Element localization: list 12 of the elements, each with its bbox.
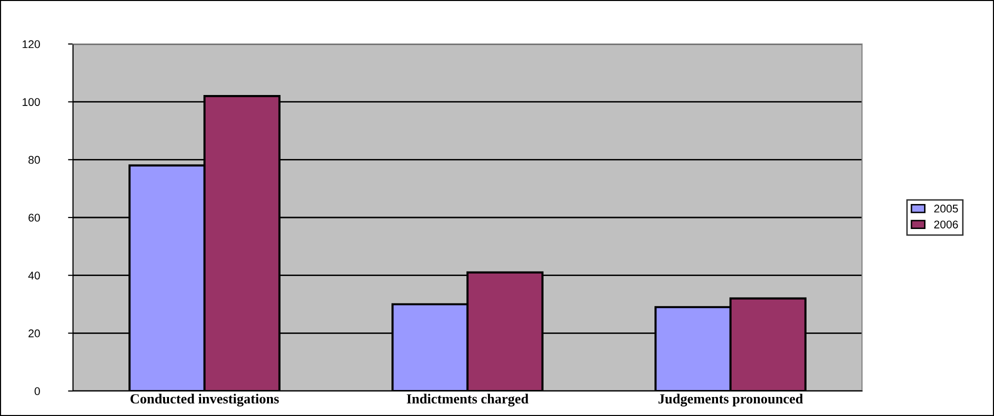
y-tick-label: 0 [34, 387, 40, 396]
y-tick-label: 80 [28, 156, 40, 164]
x-tick-label: Conducted investigations [130, 394, 279, 406]
x-tick-label: Judgements pronounced [658, 394, 803, 406]
legend-label: 2006 [934, 220, 958, 228]
y-tick-label: 120 [22, 40, 40, 48]
y-tick-label: 60 [28, 214, 40, 222]
y-tick-label: 100 [22, 98, 40, 106]
y-tick-label: 40 [28, 272, 40, 280]
x-tick-label: Indictments charged [406, 394, 528, 406]
y-tick-label: 20 [28, 329, 40, 338]
legend-label: 2005 [934, 204, 958, 213]
